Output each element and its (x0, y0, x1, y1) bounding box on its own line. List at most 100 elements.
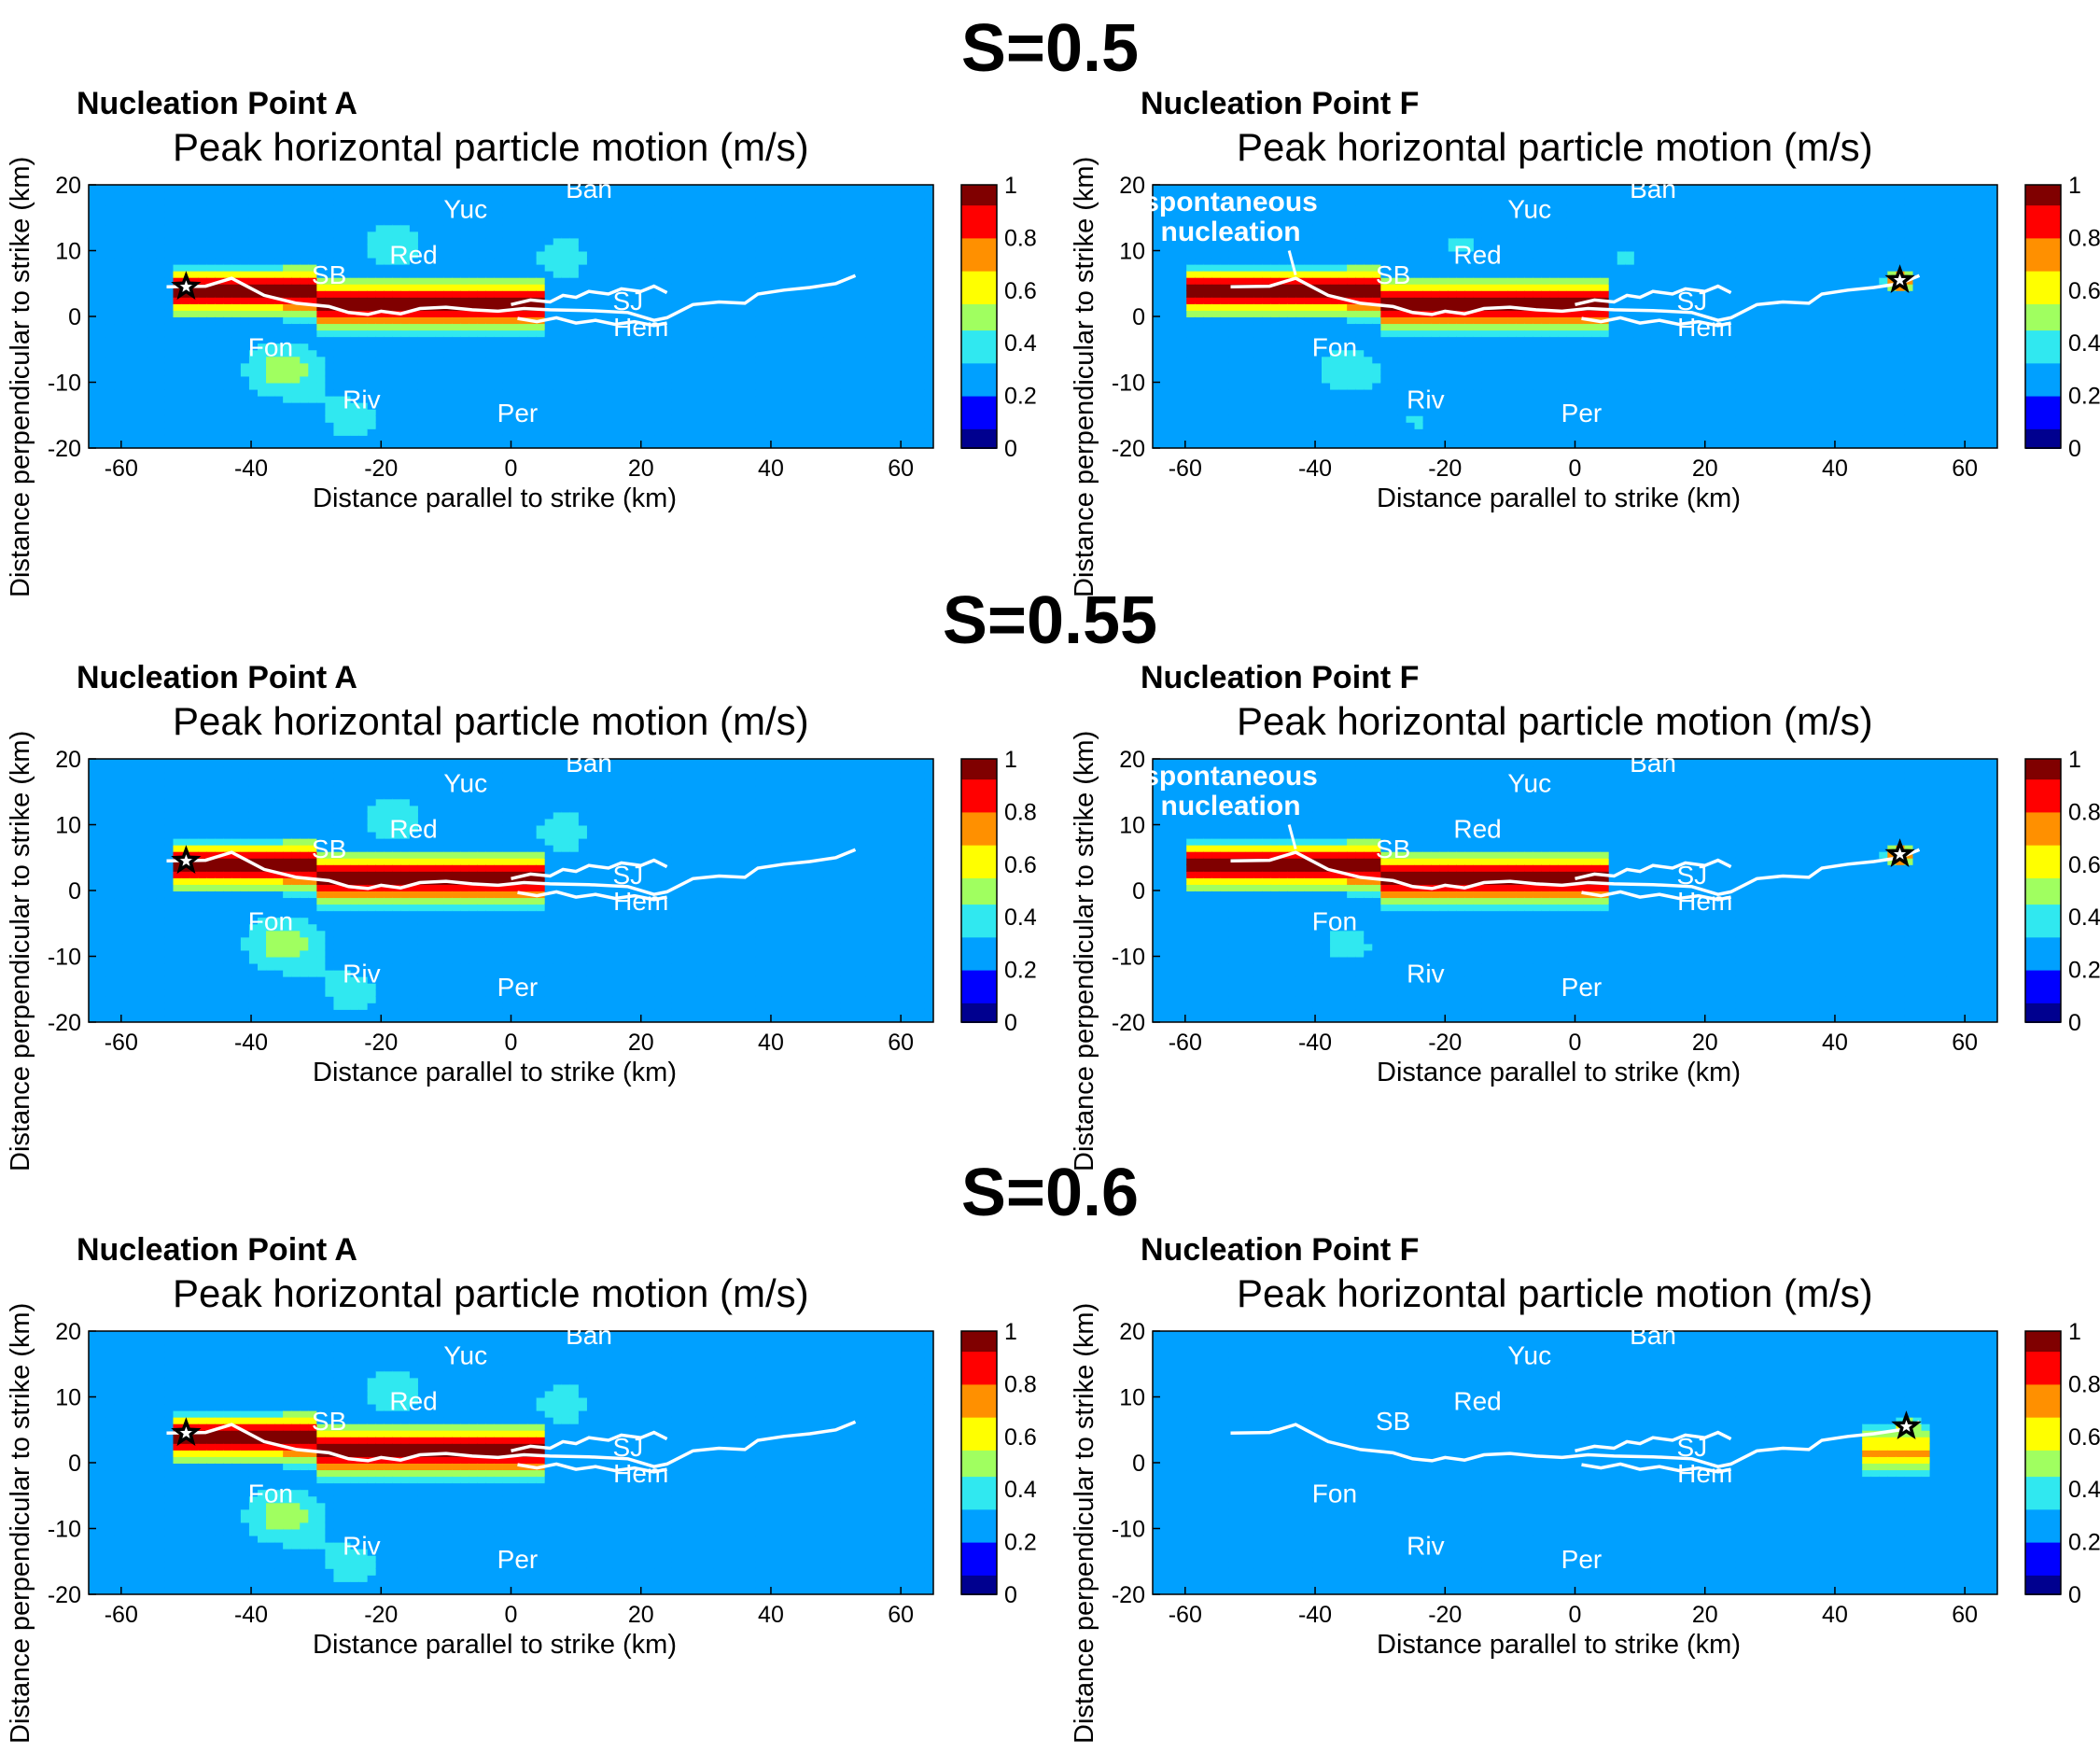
heat-cell (1178, 258, 1187, 265)
heat-cell (697, 237, 707, 245)
heat-cell (680, 369, 690, 376)
heat-cell (773, 356, 782, 363)
heat-cell (359, 369, 369, 376)
heat-cell (1330, 415, 1339, 423)
heat-cell (393, 422, 402, 429)
heat-cell (908, 402, 917, 410)
heat-cell (781, 336, 791, 344)
colorbar-segment (961, 258, 997, 265)
heat-cell (385, 277, 394, 285)
heat-cell (908, 375, 917, 383)
heat-cell (232, 185, 242, 192)
heat-cell (199, 290, 208, 298)
colorbar-segment (961, 349, 997, 357)
heat-cell (798, 258, 807, 265)
heat-cell (1220, 290, 1229, 298)
heat-cell (494, 264, 503, 272)
heat-cell (756, 428, 765, 436)
heat-cell (1203, 389, 1212, 397)
heat-cell (1313, 217, 1323, 225)
heat-cell (900, 336, 909, 344)
heat-cell (764, 204, 774, 212)
heat-cell (427, 316, 436, 324)
heat-cell (164, 389, 174, 397)
heat-cell (612, 211, 622, 218)
heat-cell (156, 258, 165, 265)
heat-cell (773, 264, 782, 272)
heat-cell (1228, 258, 1238, 265)
heat-cell (249, 310, 259, 317)
heat-cell (570, 211, 580, 218)
heat-cell (689, 204, 698, 212)
heat-cell (866, 422, 875, 429)
heat-cell (232, 316, 242, 324)
heat-cell (1153, 435, 1162, 442)
heat-cell (900, 264, 909, 272)
heat-cell (156, 316, 165, 324)
heat-cell (393, 362, 402, 370)
heat-cell (485, 428, 495, 436)
heat-cell (637, 224, 647, 231)
heat-cell (739, 185, 749, 192)
heat-cell (1195, 396, 1204, 403)
heat-cell (748, 310, 757, 317)
heat-cell (359, 356, 369, 363)
heat-cell (562, 362, 571, 370)
heat-cell (1322, 185, 1331, 192)
heat-cell (815, 237, 824, 245)
heat-cell (629, 258, 638, 265)
heat-cell (199, 237, 208, 245)
heat-cell (815, 217, 824, 225)
heat-cell (385, 336, 394, 344)
heat-cell (114, 264, 123, 272)
heat-cell (241, 224, 250, 231)
heat-cell (806, 356, 816, 363)
heat-cell (232, 303, 242, 311)
heat-cell (714, 383, 723, 390)
heat-cell (89, 349, 98, 357)
heat-cell (511, 237, 521, 245)
heat-cell (494, 343, 503, 350)
heat-cell (502, 185, 511, 192)
heat-cell (300, 185, 309, 192)
heat-cell (156, 356, 165, 363)
heat-cell (1238, 375, 1247, 383)
heat-cell (114, 415, 123, 423)
heat-cell (182, 217, 191, 225)
heat-cell (908, 185, 917, 192)
heat-cell (401, 231, 411, 238)
heat-cell (840, 362, 849, 370)
heat-cell (562, 422, 571, 429)
heat-cell (883, 198, 892, 205)
heat-cell (722, 383, 732, 390)
heat-cell (122, 231, 132, 238)
heat-cell (579, 362, 588, 370)
heat-cell (1322, 284, 1331, 291)
heat-cell (156, 217, 165, 225)
heat-cell (1178, 277, 1187, 285)
heat-cell (629, 204, 638, 212)
heat-cell (739, 375, 749, 383)
heat-cell (612, 362, 622, 370)
heat-cell (266, 277, 275, 285)
heat-cell (520, 375, 529, 383)
heat-cell (216, 402, 225, 410)
heat-cell (147, 362, 157, 370)
heat-cell (891, 211, 901, 218)
heat-cell (646, 375, 655, 383)
heat-cell (697, 217, 707, 225)
heat-cell (917, 224, 926, 231)
heat-cell (933, 428, 943, 436)
heat-cell (595, 415, 605, 423)
heat-cell (680, 277, 690, 285)
heat-cell (748, 217, 757, 225)
heat-cell (706, 191, 715, 199)
heat-cell (1238, 277, 1247, 285)
heat-cell (866, 310, 875, 317)
heat-cell (182, 409, 191, 416)
heat-cell (435, 224, 444, 231)
heat-cell (224, 316, 233, 324)
heat-cell (764, 231, 774, 238)
heat-cell (764, 402, 774, 410)
heat-cell (435, 310, 444, 317)
